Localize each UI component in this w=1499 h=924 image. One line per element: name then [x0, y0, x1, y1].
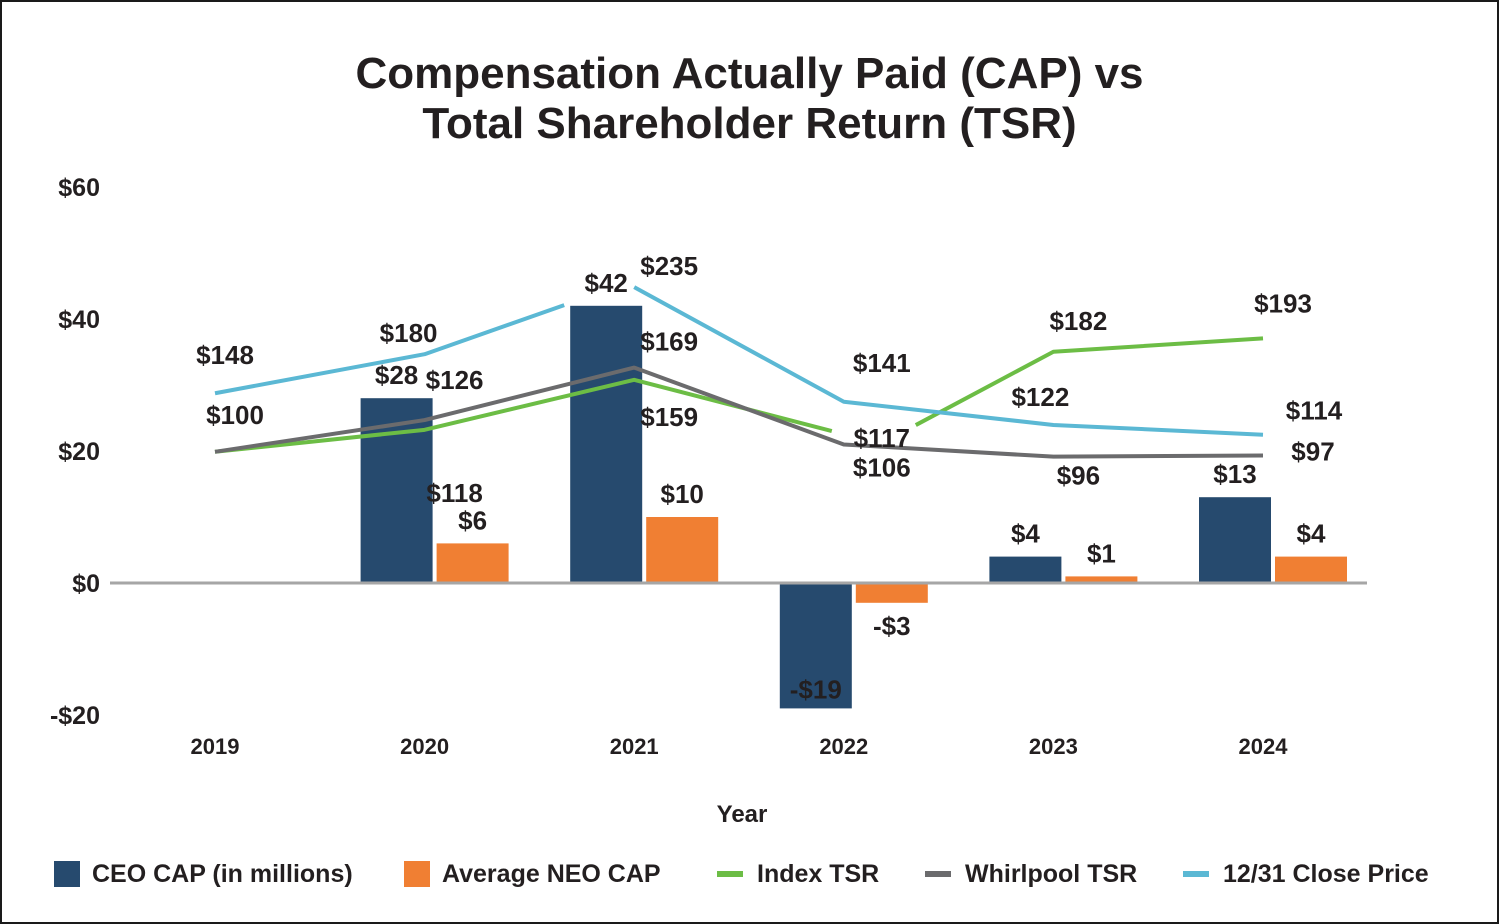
line-label-index-tsr-2022: $117: [854, 423, 910, 453]
line-label-whirlpool-tsr-2024: $97: [1291, 436, 1334, 466]
bar-label-ceo-cap-2023: $4: [1011, 519, 1040, 549]
legend-swatch-index-tsr: [717, 871, 743, 877]
bar-label-neo-cap-2021: $10: [661, 479, 704, 509]
y-tick-label: $60: [58, 174, 100, 202]
y-tick-label: $40: [58, 306, 100, 334]
bar-label-ceo-cap-2021: $42: [585, 268, 628, 298]
legend-label-index-tsr: Index TSR: [757, 859, 880, 888]
x-tick-label-2023: 2023: [1029, 734, 1078, 759]
line-whirlpool-tsr-segment-0: [214, 365, 1264, 459]
y-tick-label: -$20: [50, 702, 100, 730]
bar-neo-cap-2020: [436, 543, 509, 583]
line-label-index-tsr-2024: $193: [1254, 288, 1312, 318]
line-index-tsr-segment-0: [214, 377, 833, 454]
legend-label-neo-cap: Average NEO CAP: [442, 859, 661, 888]
x-tick-label-2022: 2022: [819, 734, 868, 759]
legend-label-close-price: 12/31 Close Price: [1223, 859, 1429, 888]
x-tick-label-2019: 2019: [191, 734, 240, 759]
bar-neo-cap-2024: [1275, 556, 1347, 583]
line-label-whirlpool-tsr-2020: $126: [426, 365, 484, 395]
chart-plot: $60 $40 $20 $0 -$20 $28 $6 $42 $10 -$19 -$3 $4 $1 $13…: [50, 174, 1367, 828]
bar-ceo-cap-2022: [779, 583, 852, 709]
line-label-index-tsr-2021: $159: [640, 402, 698, 432]
legend-label-whirlpool-tsr: Whirlpool TSR: [965, 859, 1138, 888]
bar-ceo-cap-2021: [570, 305, 643, 583]
line-label-close-price-2020: $180: [380, 318, 438, 348]
bar-label-neo-cap-2022: -$3: [873, 611, 911, 641]
line-index-tsr-segment-1: [914, 336, 1264, 427]
line-label-close-price-2022: $141: [853, 348, 911, 378]
line-label-index-tsr-2023: $182: [1049, 306, 1107, 336]
legend: CEO CAP (in millions) Average NEO CAP In…: [0, 856, 1499, 892]
line-close-price-segment-0: [214, 303, 565, 396]
line-label-whirlpool-tsr-2023: $96: [1057, 461, 1100, 491]
y-tick-label: $20: [58, 438, 100, 466]
chart-title-line2: Total Shareholder Return (TSR): [422, 99, 1077, 148]
bar-label-neo-cap-2020: $6: [458, 505, 487, 535]
line-label-whirlpool-tsr-2022: $106: [853, 452, 911, 482]
legend-item-ceo-cap: CEO CAP (in millions): [54, 856, 353, 892]
line-label-index-tsr-2020: $118: [426, 478, 482, 508]
legend-item-whirlpool-tsr: Whirlpool TSR: [925, 856, 1137, 892]
x-axis-title: Year: [717, 801, 768, 828]
bar-label-ceo-cap-2020: $28: [375, 360, 418, 390]
chart-title-line1: Compensation Actually Paid (CAP) vs: [355, 49, 1144, 98]
line-label-close-price-2019: $148: [196, 340, 254, 370]
legend-swatch-ceo-cap: [54, 861, 80, 887]
x-tick-label-2021: 2021: [610, 734, 659, 759]
y-tick-label: $0: [72, 570, 100, 598]
bar-label-neo-cap-2024: $4: [1297, 519, 1326, 549]
bar-label-ceo-cap-2022: -$19: [790, 674, 842, 704]
bar-label-neo-cap-2023: $1: [1087, 538, 1116, 568]
legend-item-close-price: 12/31 Close Price: [1183, 856, 1429, 892]
legend-item-index-tsr: Index TSR: [717, 856, 879, 892]
line-label-whirlpool-tsr-2021: $169: [640, 327, 698, 357]
x-tick-label-2024: 2024: [1239, 734, 1289, 759]
line-label-close-price-2024: $114: [1286, 396, 1343, 426]
bar-label-ceo-cap-2024: $13: [1213, 459, 1256, 489]
bar-ceo-cap-2023: [989, 556, 1062, 583]
line-label-index-tsr-2019: $100: [206, 400, 264, 430]
legend-label-ceo-cap: CEO CAP (in millions): [92, 859, 353, 888]
x-tick-label-2020: 2020: [400, 734, 449, 759]
bar-ceo-cap-2024: [1199, 497, 1271, 583]
bar-neo-cap-2021: [646, 517, 719, 583]
bar-neo-cap-2022: [855, 583, 928, 603]
line-close-price-segment-1: [633, 285, 1264, 437]
legend-swatch-close-price: [1183, 871, 1209, 877]
line-label-close-price-2021: $235: [640, 251, 698, 281]
legend-swatch-whirlpool-tsr: [925, 871, 951, 877]
line-label-close-price-2023: $122: [1011, 382, 1069, 412]
legend-item-neo-cap: Average NEO CAP: [404, 856, 661, 892]
bar-neo-cap-2023: [1065, 576, 1138, 583]
legend-swatch-neo-cap: [404, 861, 430, 887]
